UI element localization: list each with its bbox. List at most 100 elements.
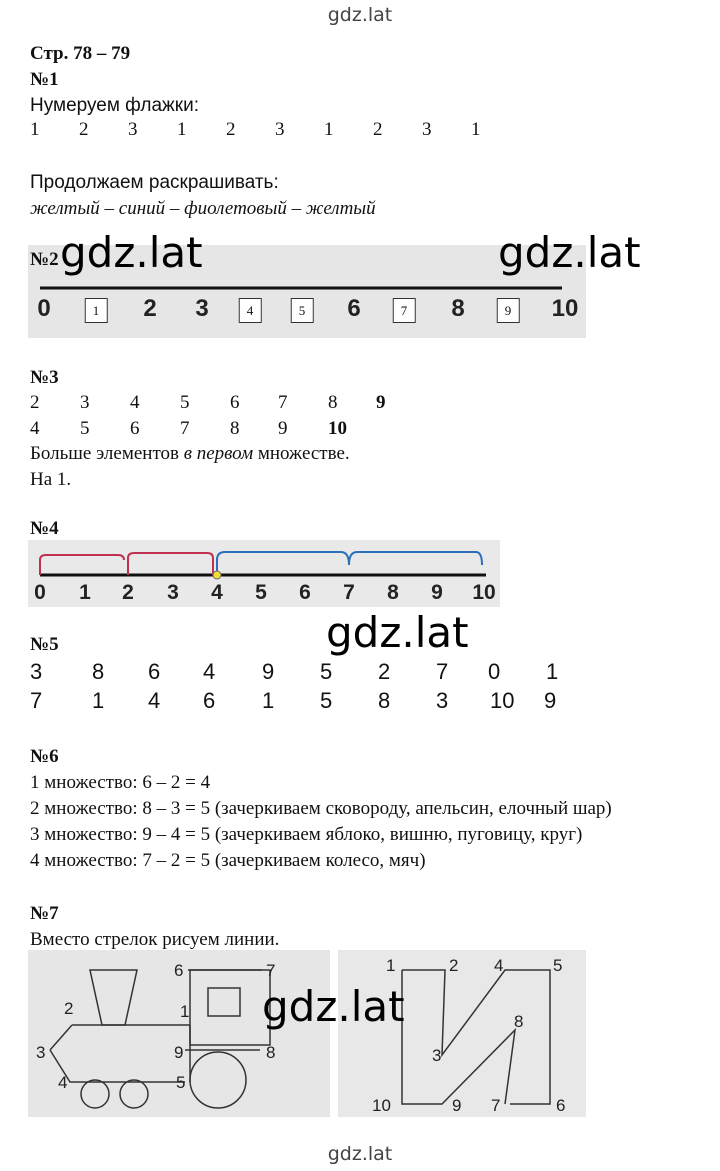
- scale-label: 9: [431, 581, 443, 604]
- number: 9: [278, 418, 288, 439]
- point-label: 4: [494, 956, 504, 975]
- task-number: №6: [30, 746, 59, 767]
- number: 2: [30, 392, 40, 413]
- scale-label: 4: [211, 581, 223, 604]
- arc: [216, 551, 483, 575]
- flag-number: 1: [30, 119, 40, 140]
- arc: [127, 552, 214, 575]
- text: Нумеруем флажки:: [30, 95, 199, 116]
- watermark: gdz.lat: [327, 1143, 393, 1165]
- arc: [39, 554, 125, 575]
- text-part: Больше элементов: [30, 443, 184, 464]
- number: 3: [80, 392, 90, 413]
- scale-label: 9: [496, 298, 520, 323]
- scale-label: 1: [79, 581, 91, 604]
- number: 4: [30, 418, 40, 439]
- point-label: 4: [58, 1073, 68, 1092]
- scale-label: 0: [37, 295, 51, 322]
- scale-label: 7: [343, 581, 355, 604]
- flag-number: 1: [324, 119, 334, 140]
- text: На 1.: [30, 469, 72, 490]
- text: Вместо стрелок рисуем линии.: [30, 929, 280, 950]
- task-number: №1: [30, 69, 59, 90]
- figure-bg: [338, 950, 586, 1117]
- text: 3 множество: 9 – 4 = 5 (зачеркиваем ябло…: [30, 824, 583, 845]
- point-label: 2: [449, 956, 459, 975]
- text: 2 множество: 8 – 3 = 5 (зачеркиваем сков…: [30, 798, 612, 819]
- number: 0: [488, 659, 501, 684]
- number: 1: [92, 688, 105, 713]
- flag-number: 1: [177, 119, 187, 140]
- number: 6: [148, 659, 161, 684]
- number: 10: [328, 418, 347, 439]
- text: Больше элементов в первом множестве.: [30, 444, 350, 463]
- number: 3: [436, 688, 449, 713]
- point-label: 1: [386, 956, 396, 975]
- task-number: №3: [30, 367, 59, 388]
- text-part: множестве.: [253, 443, 350, 464]
- point-label: 3: [36, 1043, 46, 1062]
- number: 3: [30, 659, 43, 684]
- number: 10: [490, 688, 515, 713]
- point-label: 8: [514, 1012, 524, 1031]
- scale-label: 8: [387, 581, 399, 604]
- point-label: 9: [174, 1043, 184, 1062]
- flag-number: 3: [275, 119, 285, 140]
- number: 2: [378, 659, 391, 684]
- number: 8: [230, 418, 240, 439]
- number: 4: [148, 688, 161, 713]
- point-label: 5: [553, 956, 563, 975]
- scale-label: 8: [451, 295, 465, 322]
- number: 7: [30, 688, 43, 713]
- scale-label: 2: [143, 295, 157, 322]
- watermark: gdz.lat: [326, 608, 469, 657]
- flag-number: 2: [373, 119, 383, 140]
- scale-label: 2: [122, 581, 134, 604]
- train-bg: [28, 950, 330, 1117]
- scale-label: 5: [290, 298, 314, 323]
- point-label: 7: [491, 1096, 501, 1115]
- point-label: 1: [180, 1002, 190, 1021]
- number: 8: [92, 659, 105, 684]
- number: 1: [546, 659, 559, 684]
- scale-label: 1: [84, 298, 108, 323]
- scale-label: 6: [299, 581, 311, 604]
- task-number: №4: [30, 518, 59, 539]
- scale-label: 3: [167, 581, 179, 604]
- number: 9: [376, 392, 386, 413]
- text: 4 множество: 7 – 2 = 5 (зачеркиваем коле…: [30, 850, 426, 871]
- point: [212, 570, 222, 580]
- point-label: 3: [432, 1046, 442, 1065]
- scale-label: 5: [255, 581, 267, 604]
- scale-label: 0: [34, 581, 46, 604]
- number: 6: [203, 688, 216, 713]
- flag-number: 3: [422, 119, 432, 140]
- number: 9: [544, 688, 557, 713]
- number: 7: [436, 659, 449, 684]
- text: Продолжаем раскрашивать:: [30, 172, 279, 193]
- text: 1 множество: 6 – 2 = 4: [30, 772, 211, 793]
- watermark: gdz.lat: [60, 228, 203, 277]
- flag-number: 2: [226, 119, 236, 140]
- point-label: 6: [174, 961, 184, 980]
- number: 1: [262, 688, 275, 713]
- figure: [401, 969, 551, 1105]
- number: 6: [130, 418, 140, 439]
- point-label: 2: [64, 999, 74, 1018]
- watermark: gdz.lat: [327, 4, 393, 26]
- scale-label: 7: [392, 298, 416, 323]
- scale-label: 10: [551, 295, 579, 322]
- number: 5: [180, 392, 190, 413]
- number: 5: [320, 659, 333, 684]
- scale-label: 3: [195, 295, 209, 322]
- watermark: gdz.lat: [498, 228, 641, 277]
- text: желтый – синий – фиолетовый – желтый: [30, 198, 376, 219]
- point-label: 7: [266, 961, 276, 980]
- number: 4: [130, 392, 140, 413]
- point-label: 5: [176, 1073, 186, 1092]
- point-label: 8: [266, 1043, 276, 1062]
- task-number: №5: [30, 634, 59, 655]
- flag-number: 1: [471, 119, 481, 140]
- task-number: №2: [30, 249, 59, 270]
